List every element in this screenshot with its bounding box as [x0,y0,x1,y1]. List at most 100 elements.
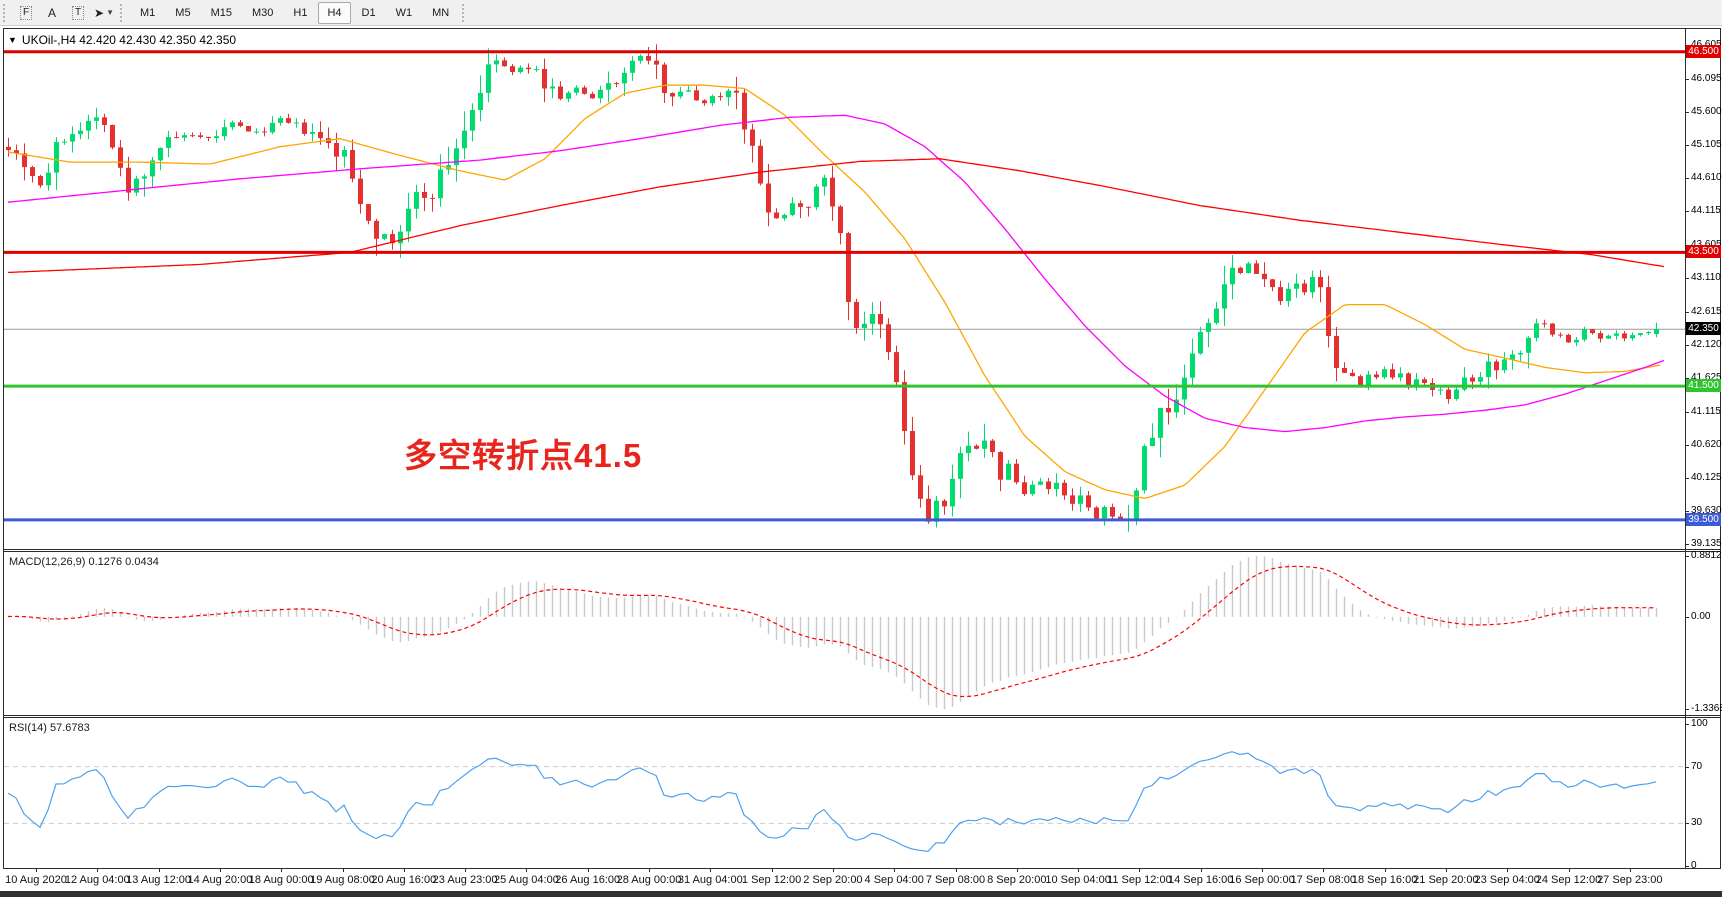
timeframe-button-h1[interactable]: H1 [293,6,308,19]
time-axis-tick [1568,868,1570,872]
axis-tick [1685,866,1689,867]
time-axis-tick [526,868,528,872]
time-axis-label: 28 Aug 00:00 [616,874,682,886]
price-axis-border [1685,28,1686,868]
time-axis-label: 14 Sep 16:00 [1167,874,1234,886]
main-chart-canvas[interactable] [0,28,1722,549]
timeframe-button-mn[interactable]: MN [432,6,450,19]
time-axis-label: 10 Aug 2020 [5,874,67,886]
level-price-label: 46.500 [1686,45,1721,58]
level-price-label: 41.500 [1686,379,1721,392]
level-price-label: 43.500 [1686,245,1721,258]
time-axis-label: 17 Sep 08:00 [1290,874,1357,886]
bottom-strip [0,891,1722,897]
macd-panel-bottom-border [3,715,1721,716]
price-tick-label: 41.115 [1691,406,1721,417]
time-axis-tick [1200,868,1202,872]
timeframe-button-w1[interactable]: W1 [395,6,413,19]
axis-tick [1685,112,1689,113]
time-axis-tick [1262,868,1263,872]
rsi-panel-bottom-border [3,868,1721,869]
price-tick-label: 42.120 [1691,339,1722,350]
price-tick-label: 40.125 [1691,472,1722,483]
symbol-title[interactable]: ▼ UKOil-,H4 42.420 42.430 42.350 42.350 [8,33,236,47]
axis-tick [1685,345,1689,346]
time-axis-tick [36,868,37,872]
toolbar-grip[interactable] [3,3,10,22]
axis-tick [1685,767,1689,768]
price-tick-label: 46.095 [1691,73,1722,84]
dropdown-caret-icon[interactable]: ▼ [106,8,114,17]
time-axis-label: 12 Aug 04:00 [64,874,130,886]
timeframes-toolbar: M1 M5 M15 M30 H1 H4 D1 W1 MN [130,1,459,24]
timeframe-button-m30[interactable]: M30 [251,6,274,19]
axis-tick [1685,79,1689,80]
time-axis-label: 23 Aug 23:00 [432,874,498,886]
time-axis-label: 13 Aug 12:00 [126,874,192,886]
time-axis-tick [1507,868,1509,872]
right-border [1720,28,1721,868]
timeframe-button-m15[interactable]: M15 [210,6,232,19]
level-price-label: 39.500 [1686,513,1721,526]
time-axis-label: 23 Sep 04:00 [1474,874,1540,886]
axis-tick [1685,312,1689,313]
axis-tick [1685,178,1689,179]
arrows-tool-icon[interactable]: ➤ ▼ [94,5,114,20]
axis-tick [1685,145,1689,146]
time-axis-tick [832,868,834,872]
time-axis-label: 26 Aug 16:00 [555,874,621,886]
time-axis-tick [158,868,160,872]
price-tick-label: 43.605 [1691,239,1722,250]
price-tick-label: 46.605 [1691,39,1722,50]
timeframe-button-m1[interactable]: M1 [140,6,156,19]
time-axis-tick [219,868,221,872]
axis-tick [1685,544,1689,545]
time-axis-tick [1078,868,1080,872]
price-tick-label: 44.115 [1691,205,1721,216]
annotation-text: 多空转折点41.5 [404,437,643,474]
toolbar-grip-3[interactable] [462,3,469,22]
axis-tick [1685,412,1689,413]
time-axis-label: 21 Sep 20:00 [1413,874,1479,886]
price-tick-label: 41.625 [1691,372,1722,383]
rsi-panel-top-border[interactable] [3,717,1721,718]
macd-panel-top-border[interactable] [3,551,1721,552]
label-tool-icon[interactable]: A [47,5,56,20]
time-axis-label: 20 Aug 16:00 [371,874,437,886]
timeframe-button-h4[interactable]: H4 [318,1,351,24]
axis-tick [1685,378,1689,379]
text-tool-icon[interactable]: T [66,3,90,23]
time-axis-tick [342,868,344,872]
price-tick-label: 44.610 [1691,172,1722,183]
price-tick-label: 42.615 [1691,306,1722,317]
time-axis-tick [771,868,773,872]
rsi-title: RSI(14) 57.6783 [9,722,90,734]
chart-dropdown-icon[interactable]: ▼ [8,35,17,45]
rsi-scale-label: 100 [1691,718,1708,729]
cursor-tool-icon[interactable]: F [14,3,38,23]
axis-tick [1685,556,1689,557]
time-axis-tick [649,868,650,872]
axis-tick [1685,445,1689,446]
timeframe-button-d1[interactable]: D1 [361,6,376,19]
left-border [3,28,4,868]
price-tick-label: 43.110 [1691,272,1721,283]
toolbar-grip-2[interactable] [120,3,127,22]
time-axis-tick [1016,868,1018,872]
time-axis-tick [1323,868,1325,872]
rsi-panel-canvas[interactable] [0,717,1722,868]
time-axis-tick [587,868,589,872]
time-axis-label: 27 Sep 23:00 [1597,874,1663,886]
axis-tick [1685,511,1689,512]
time-axis-tick [465,868,467,872]
time-axis-label: 18 Aug 00:00 [248,874,314,886]
time-axis-label: 24 Sep 12:00 [1535,874,1602,886]
time-axis-label: 2 Sep 20:00 [803,874,863,886]
timeframe-button-m5[interactable]: M5 [175,6,191,19]
macd-scale-label: 0.8812 [1691,550,1722,561]
price-tick-label: 40.620 [1691,439,1722,450]
rsi-scale-label: 70 [1691,761,1703,772]
axis-tick [1685,724,1689,725]
macd-panel-canvas[interactable] [0,551,1722,715]
